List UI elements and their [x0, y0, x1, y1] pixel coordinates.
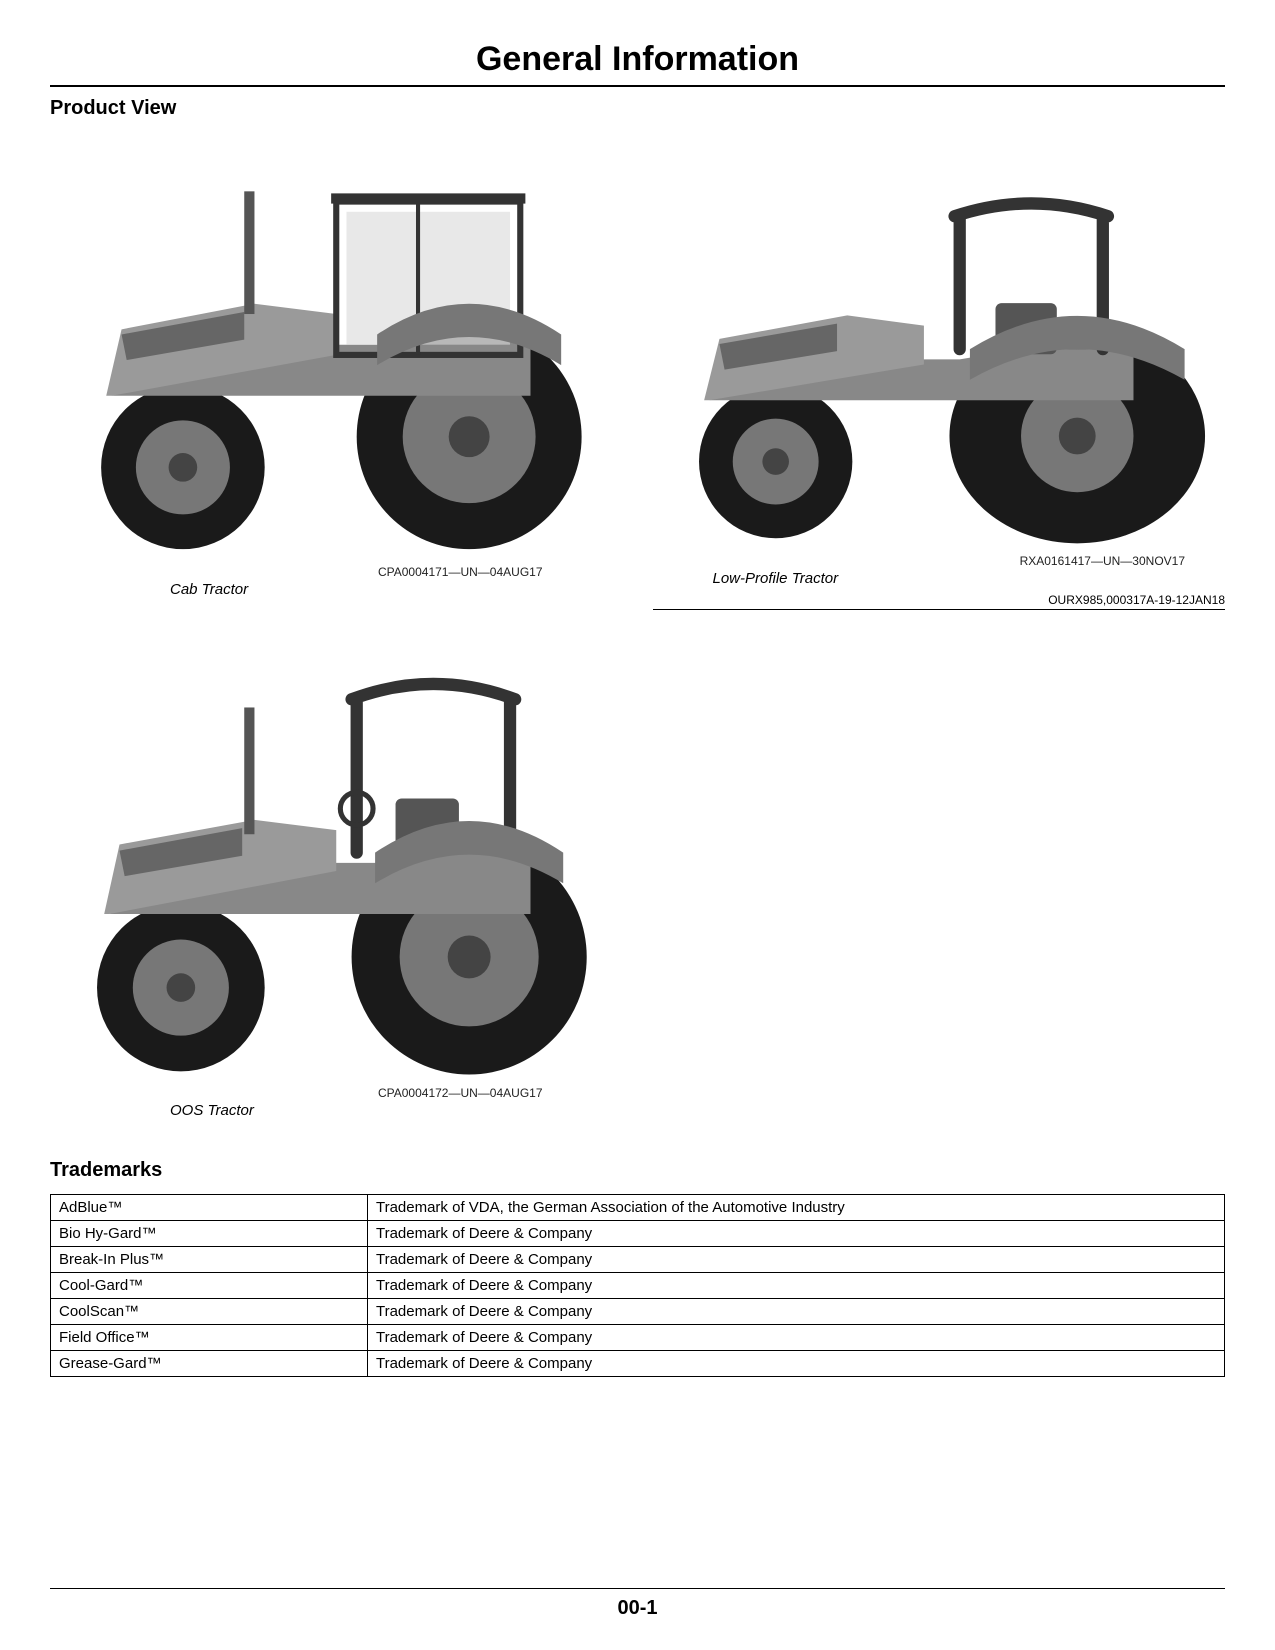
trademark-owner: Trademark of Deere & Company: [367, 1325, 1224, 1351]
trademark-owner: Trademark of Deere & Company: [367, 1273, 1224, 1299]
table-row: CoolScan™Trademark of Deere & Company: [51, 1299, 1225, 1325]
trademark-owner: Trademark of Deere & Company: [367, 1351, 1224, 1377]
figure-cab-tractor: CPA0004171—UN—04AUG17 Cab Tractor: [50, 130, 623, 620]
figure-low-profile-tractor: RXA0161417—UN—30NOV17 Low-Profile Tracto…: [653, 130, 1226, 620]
trademarks-table: AdBlue™Trademark of VDA, the German Asso…: [50, 1194, 1225, 1377]
trademark-name: Break-In Plus™: [51, 1247, 368, 1273]
trademark-name: Field Office™: [51, 1325, 368, 1351]
cab-tractor-image: [50, 130, 623, 559]
trademark-owner: Trademark of VDA, the German Association…: [367, 1195, 1224, 1221]
figure-id: CPA0004172—UN—04AUG17: [378, 1086, 543, 1100]
table-row: Bio Hy-Gard™Trademark of Deere & Company: [51, 1221, 1225, 1247]
trademarks-section: Trademarks AdBlue™Trademark of VDA, the …: [50, 1159, 1225, 1377]
trademark-owner: Trademark of Deere & Company: [367, 1247, 1224, 1273]
table-row: Grease-Gard™Trademark of Deere & Company: [51, 1351, 1225, 1377]
trademark-owner: Trademark of Deere & Company: [367, 1221, 1224, 1247]
figure-oos-tractor: CPA0004172—UN—04AUG17 OOS Tractor: [50, 640, 623, 1119]
trademarks-heading: Trademarks: [50, 1159, 1225, 1182]
table-row: Field Office™Trademark of Deere & Compan…: [51, 1325, 1225, 1351]
product-view-heading: Product View: [50, 97, 1225, 120]
trademark-name: CoolScan™: [51, 1299, 368, 1325]
trademark-owner: Trademark of Deere & Company: [367, 1299, 1224, 1325]
table-row: AdBlue™Trademark of VDA, the German Asso…: [51, 1195, 1225, 1221]
trademark-name: AdBlue™: [51, 1195, 368, 1221]
figure-caption: OOS Tractor: [170, 1102, 254, 1119]
trademark-name: Grease-Gard™: [51, 1351, 368, 1377]
figure-id: CPA0004171—UN—04AUG17: [378, 565, 543, 579]
product-view-grid: CPA0004171—UN—04AUG17 Cab Tractor RXA01: [50, 130, 1225, 1119]
table-row: Break-In Plus™Trademark of Deere & Compa…: [51, 1247, 1225, 1273]
table-row: Cool-Gard™Trademark of Deere & Company: [51, 1273, 1225, 1299]
oos-tractor-image: [50, 640, 623, 1080]
trademark-name: Cool-Gard™: [51, 1273, 368, 1299]
trademark-name: Bio Hy-Gard™: [51, 1221, 368, 1247]
figure-caption: Low-Profile Tractor: [713, 570, 839, 587]
figure-caption: Cab Tractor: [170, 581, 248, 598]
figure-id: RXA0161417—UN—30NOV17: [1020, 554, 1185, 568]
page-title: General Information: [50, 40, 1225, 87]
page-number: 00-1: [50, 1588, 1225, 1620]
low-profile-tractor-image: [653, 160, 1226, 548]
section-reference: OURX985,000317A-19-12JAN18: [653, 593, 1226, 610]
